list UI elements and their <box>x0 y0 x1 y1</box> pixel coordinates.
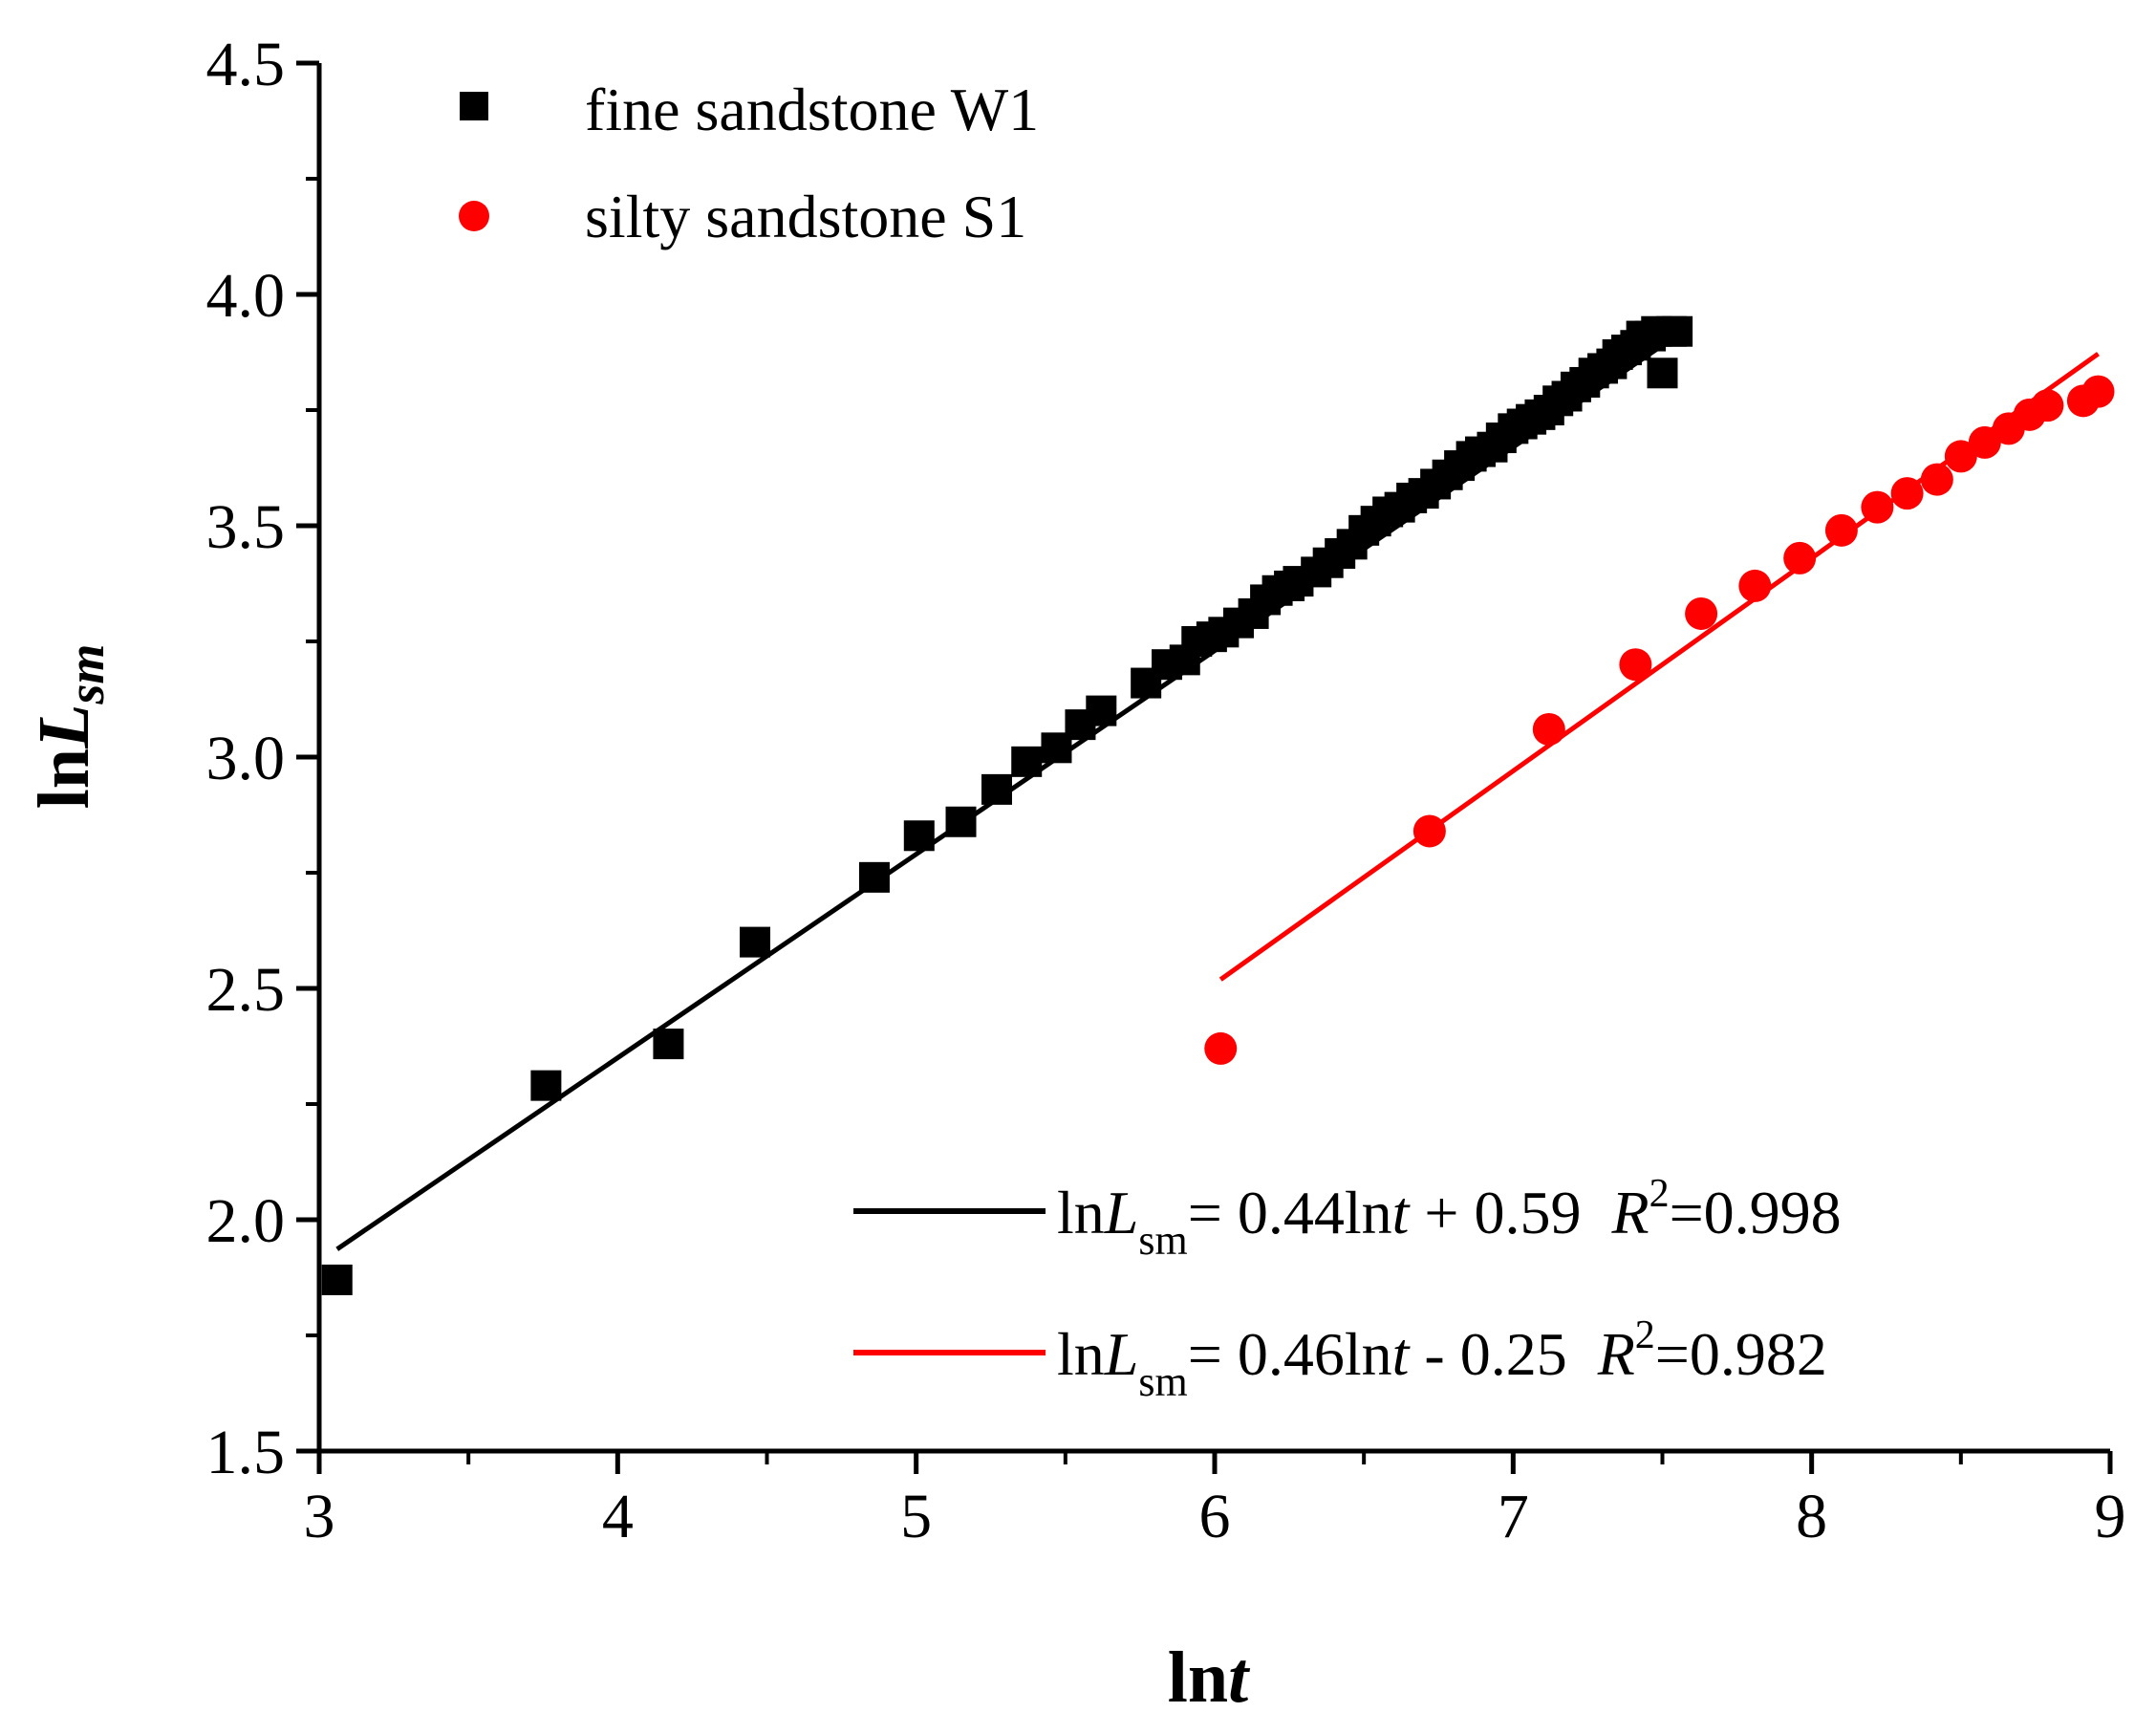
data-point-silty-sandstone <box>1968 425 2001 459</box>
legend-label-silty-sandstone: silty sandstone S1 <box>585 183 1026 250</box>
y-tick-label: 3.5 <box>206 492 286 562</box>
x-tick-label: 8 <box>1796 1482 1827 1551</box>
data-point-silty-sandstone <box>1783 541 1817 574</box>
x-tick-label: 3 <box>304 1482 335 1551</box>
data-point-fine-sandstone <box>945 806 977 837</box>
x-tick-label: 5 <box>900 1482 932 1551</box>
data-point-silty-sandstone <box>2031 389 2064 423</box>
data-point-fine-sandstone <box>1647 358 1678 389</box>
data-point-silty-sandstone <box>1944 440 1977 473</box>
x-tick-label: 7 <box>1498 1482 1529 1551</box>
y-tick-label: 3.0 <box>206 724 286 793</box>
data-point-fine-sandstone <box>740 926 771 958</box>
x-tick-label: 9 <box>2095 1482 2126 1551</box>
data-point-silty-sandstone <box>1738 569 1772 602</box>
legend-marker-square <box>460 92 488 120</box>
data-point-silty-sandstone <box>1685 596 1718 630</box>
data-point-fine-sandstone <box>321 1264 353 1295</box>
x-axis-ticks: 3 4 5 6 7 8 9 <box>304 1451 2126 1551</box>
data-point-fine-sandstone <box>981 773 1012 805</box>
y-tick-label: 2.0 <box>206 1186 286 1256</box>
data-point-silty-sandstone <box>1412 814 1446 848</box>
data-point-fine-sandstone <box>903 820 935 852</box>
x-axis-title: lnt <box>1168 1637 1251 1718</box>
y-axis-title: lnLsm <box>24 644 115 810</box>
data-point-fine-sandstone <box>530 1070 562 1101</box>
data-point-silty-sandstone <box>1204 1031 1238 1065</box>
legend: fine sandstone W1 silty sandstone S1 <box>459 76 1039 250</box>
fit-legend: lnLsm= 0.44lnt + 0.59 R2=0.998 lnLsm= 0.… <box>853 1172 1842 1405</box>
fit-equation-red: lnLsm= 0.46lnt - 0.25 R2=0.982 <box>1057 1313 1827 1405</box>
x-tick-label: 4 <box>602 1482 634 1551</box>
y-tick-label: 1.5 <box>206 1418 286 1487</box>
x-tick-label: 6 <box>1199 1482 1231 1551</box>
data-point-silty-sandstone <box>1532 712 1565 746</box>
y-tick-label: 4.0 <box>206 261 286 331</box>
data-points <box>321 315 2115 1295</box>
data-point-silty-sandstone <box>1920 463 1953 496</box>
data-point-fine-sandstone <box>653 1029 684 1060</box>
data-point-silty-sandstone <box>1619 648 1652 682</box>
data-point-silty-sandstone <box>1824 513 1858 547</box>
data-point-fine-sandstone <box>1662 315 1693 347</box>
data-point-fine-sandstone <box>1086 695 1117 726</box>
data-point-fine-sandstone <box>1011 746 1043 777</box>
legend-marker-circle <box>459 201 489 231</box>
y-tick-label: 4.5 <box>206 30 286 99</box>
data-point-silty-sandstone <box>1861 490 1894 524</box>
legend-label-fine-sandstone: fine sandstone W1 <box>585 76 1039 143</box>
y-tick-label: 2.5 <box>206 955 286 1025</box>
data-point-fine-sandstone <box>858 861 890 893</box>
fit-equation-black: lnLsm= 0.44lnt + 0.59 R2=0.998 <box>1057 1172 1842 1264</box>
data-point-silty-sandstone <box>2081 375 2115 408</box>
data-point-silty-sandstone <box>1890 477 1924 510</box>
y-axis-ticks: 1.5 2.0 2.5 3.0 3.5 4.0 4.5 <box>206 30 319 1487</box>
